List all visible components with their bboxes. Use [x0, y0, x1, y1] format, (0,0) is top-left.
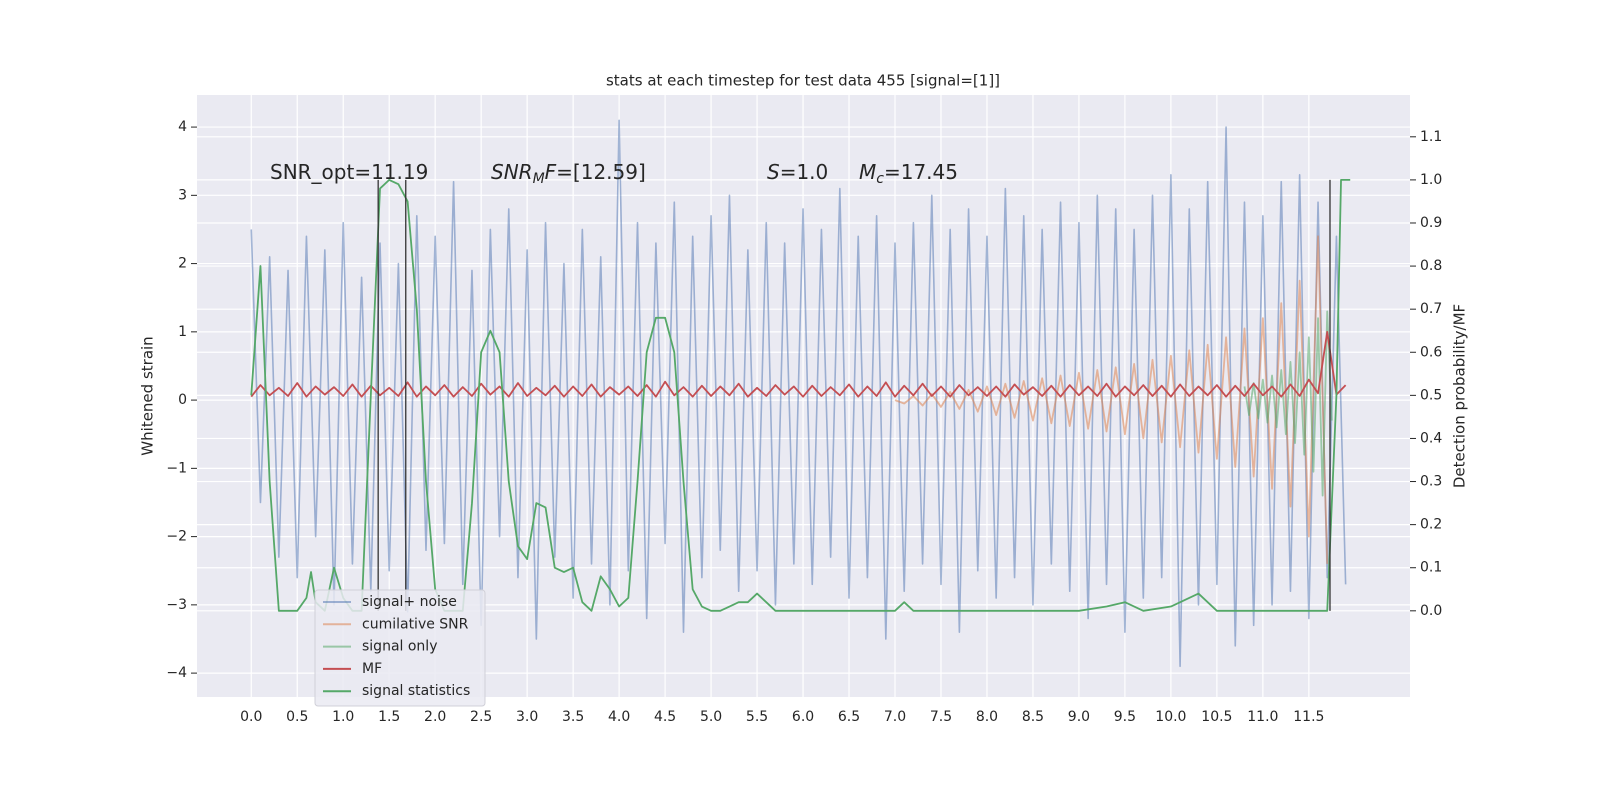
annotation-part: =17.45 [884, 160, 958, 184]
x-tick-label: 8.5 [1022, 709, 1044, 725]
y2-tick-label: 0.8 [1420, 258, 1442, 274]
y-tick-label: 0 [178, 392, 187, 408]
y-tick-label: 2 [178, 256, 187, 272]
axes: 0.0 0.5 1.0 1.5 2.0 2.5 3.0 3.5 4.0 4.5 5.0 5.5 6.0 6… [166, 119, 1442, 725]
annotation-part: SNR [491, 160, 533, 184]
annotation: SNRMF=[12.59] [491, 160, 646, 188]
y2-tick-label: 0.5 [1420, 387, 1442, 403]
y2-tick-label: 0.0 [1420, 603, 1442, 619]
y2-tick-label: 1.0 [1420, 172, 1442, 188]
annotation-part: F [545, 160, 557, 184]
x-tick-label: 9.5 [1114, 709, 1136, 725]
x-tick-label: 10.5 [1201, 709, 1232, 725]
x-tick-label: 0.0 [240, 709, 262, 725]
x-tick-label: 11.0 [1247, 709, 1278, 725]
y-tick-label: 3 [178, 187, 187, 203]
legend-label: signal statistics [362, 683, 470, 699]
annotation: SNR_opt=11.19 [270, 160, 428, 184]
x-tick-label: 3.0 [516, 709, 538, 725]
legend-label: signal+ noise [362, 594, 457, 610]
x-tick-label: 3.5 [562, 709, 584, 725]
y2-tick-label: 0.9 [1420, 215, 1442, 231]
x-tick-label: 4.0 [608, 709, 630, 725]
x-tick-label: 2.5 [470, 709, 492, 725]
y2-tick-label: 0.2 [1420, 517, 1442, 533]
y-tick-label: 1 [178, 324, 187, 340]
x-tick-label: 1.0 [332, 709, 354, 725]
x-tick-label: 2.0 [424, 709, 446, 725]
series-line [250, 119, 1347, 668]
y2-tick-label: 1.1 [1420, 129, 1442, 145]
y2-axis-label: Detection probability/MF [1451, 304, 1469, 488]
annotation-part: SNR_opt=11.19 [270, 160, 428, 184]
x-tick-label: 7.0 [884, 709, 906, 725]
legend: signal+ noise cumilative SNR signal only MF… [314, 589, 486, 707]
y-tick-label: −2 [166, 529, 187, 545]
x-tick-label: 6.5 [838, 709, 860, 725]
x-tick-label: 6.0 [792, 709, 814, 725]
y2-tick-label: 0.7 [1420, 301, 1442, 317]
y2-tick-label: 0.6 [1420, 344, 1442, 360]
x-tick-label: 7.5 [930, 709, 952, 725]
annotation-part: M [533, 171, 545, 187]
legend-box [314, 589, 486, 707]
x-tick-label: 4.5 [654, 709, 676, 725]
y-tick-label: −3 [166, 597, 187, 613]
x-tick-label: 9.0 [1068, 709, 1090, 725]
chart-title: stats at each timestep for test data 455… [606, 72, 1000, 90]
annotation: Mc=17.45 [859, 160, 958, 188]
y-tick-label: 4 [178, 119, 187, 135]
legend-label: MF [362, 661, 382, 677]
annotation-part: =[12.59] [556, 160, 646, 184]
annotation-part: M [859, 160, 876, 184]
annotation: S=1.0 [767, 160, 828, 184]
x-tick-label: 10.0 [1155, 709, 1186, 725]
x-tick-label: 1.5 [378, 709, 400, 725]
y2-tick-label: 0.3 [1420, 474, 1442, 490]
x-tick-label: 5.0 [700, 709, 722, 725]
series-line [1243, 310, 1333, 497]
x-tick-label: 5.5 [746, 709, 768, 725]
y-tick-label: −4 [166, 665, 187, 681]
series-line [250, 330, 1347, 398]
y2-tick-label: 0.1 [1420, 560, 1442, 576]
annotation-part: =1.0 [780, 160, 829, 184]
legend-label: signal only [362, 639, 437, 655]
x-tick-label: 8.0 [976, 709, 998, 725]
annotation-part: S [767, 160, 780, 184]
x-tick-label: 0.5 [286, 709, 308, 725]
legend-label: cumilative SNR [362, 616, 469, 632]
annotation-part: c [876, 171, 884, 187]
y-tick-label: −1 [166, 460, 187, 476]
y-axis-label: Whitened strain [139, 336, 157, 455]
x-tick-label: 11.5 [1293, 709, 1324, 725]
y2-tick-label: 0.4 [1420, 430, 1442, 446]
